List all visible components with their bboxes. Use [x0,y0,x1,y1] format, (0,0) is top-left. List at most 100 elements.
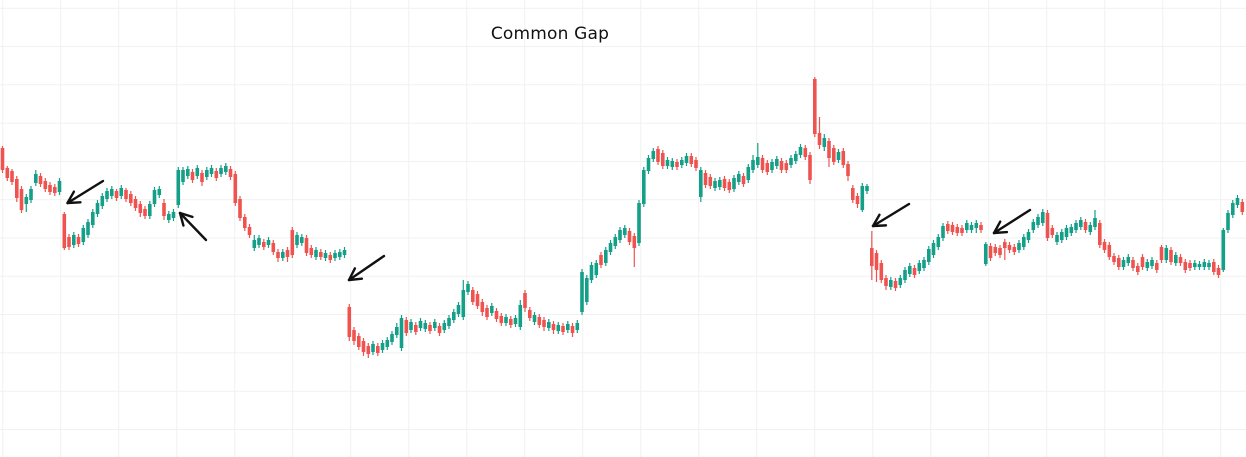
candle [680,157,684,168]
candle [741,173,746,187]
candle [53,184,57,196]
candle [1226,210,1230,233]
candle [651,148,656,162]
candle [352,327,356,345]
candle [556,322,561,334]
candle [884,275,888,290]
candle [1193,260,1197,270]
candle [224,163,228,175]
candle [214,168,219,181]
candle [893,278,898,291]
candle [518,300,523,330]
candle [585,275,589,305]
candle [361,338,366,356]
candle [841,148,846,168]
candle [832,145,836,165]
candle [965,220,969,233]
candle [5,166,10,181]
candle [789,155,793,168]
candle [979,222,983,233]
candle [1088,222,1093,235]
candle [1174,252,1178,266]
candle [1207,260,1211,270]
candle [504,314,508,326]
candle [1197,261,1202,270]
candle [262,239,266,250]
candle [62,212,67,250]
candle [437,323,442,336]
candle [1117,255,1121,270]
candle [399,315,404,351]
candle [81,225,86,245]
candle [642,167,646,207]
gap-arrow [992,208,1032,235]
candle [281,249,285,261]
candle [148,201,152,219]
candle [205,167,209,180]
candle [143,206,147,219]
candle [371,341,375,355]
candle [1060,229,1064,243]
candle [542,317,546,331]
candle [266,237,271,248]
candle [209,165,214,177]
candle [1164,245,1169,263]
candle [119,185,124,199]
candle [575,320,580,333]
candle [922,257,926,271]
candle [1159,245,1164,263]
candle [157,186,162,198]
candle [471,287,475,305]
candle [551,321,556,334]
candle [414,322,418,335]
candle [86,219,90,238]
candle [1045,210,1050,241]
candle [319,249,323,260]
candle [960,225,964,236]
candle [846,161,850,181]
candle [1022,234,1026,250]
candle [661,150,665,169]
candle [699,167,703,202]
candle [309,245,314,258]
candle [195,165,200,179]
candle [133,196,138,211]
candle [851,185,855,203]
candle [855,193,860,208]
candle [257,235,261,248]
candle [357,333,361,350]
candle [228,166,233,180]
candle [19,186,24,213]
candle [879,260,884,283]
candle [219,165,223,177]
candle [1155,260,1159,273]
candle [475,291,480,309]
candle [57,178,62,195]
candle [247,224,252,238]
candle [874,250,879,282]
candle [775,156,779,169]
candle [675,159,679,170]
candle [376,343,380,356]
candle [746,164,751,183]
candle [955,224,960,236]
candle [931,240,936,258]
candle [480,299,485,316]
candle [95,200,100,217]
candle [404,317,409,336]
candle [589,262,594,283]
candle [1112,253,1116,265]
candle [760,155,765,173]
candle [599,252,603,268]
candle [1102,239,1107,253]
candle [1136,263,1140,275]
candle [442,320,447,333]
candle [860,183,865,212]
candle [385,337,390,350]
candle [912,265,917,278]
candle [447,315,451,329]
candle [756,143,760,168]
candle [418,318,423,331]
